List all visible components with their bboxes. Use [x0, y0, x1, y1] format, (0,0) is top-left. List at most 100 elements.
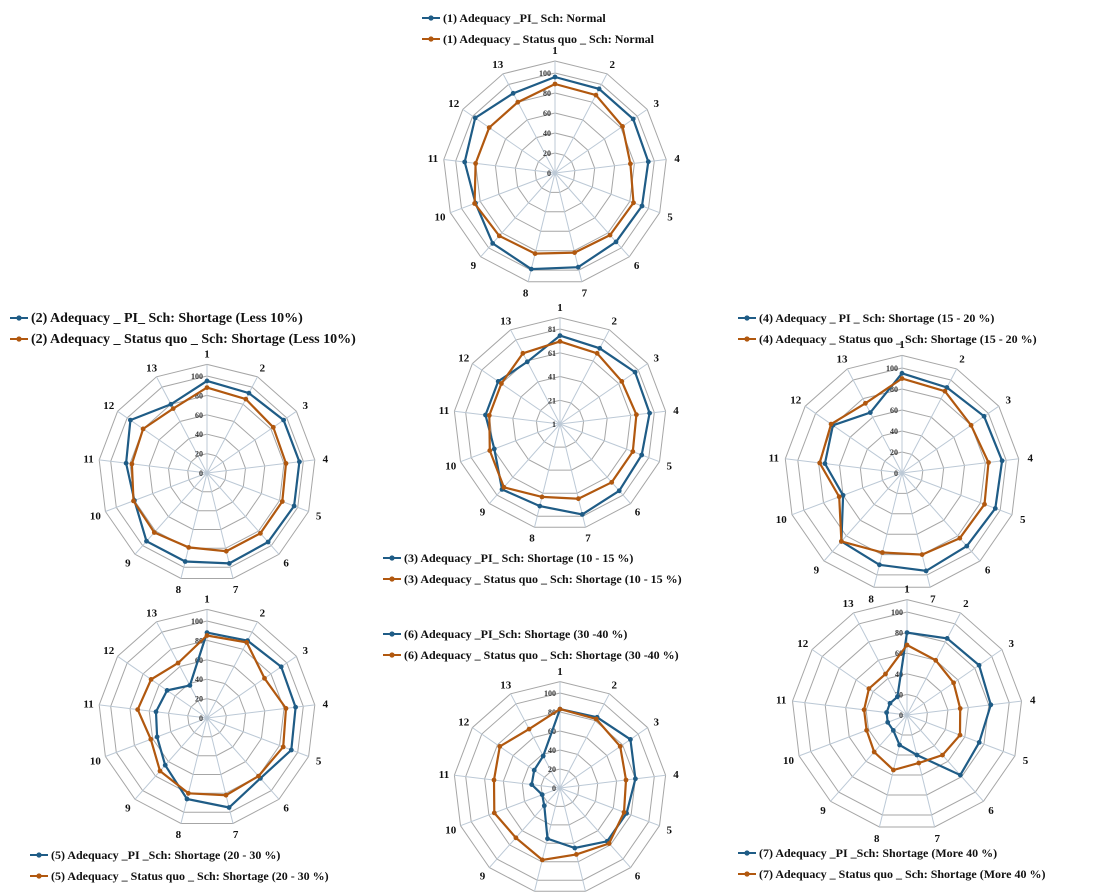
category-label: 9 [125, 802, 131, 814]
category-label: 10 [90, 755, 102, 767]
category-label: 3 [653, 717, 659, 729]
data-point-pi [964, 543, 970, 549]
grid-ring [804, 611, 1010, 816]
data-point-pi [557, 333, 563, 338]
category-label: 12 [103, 645, 115, 657]
grid-spoke [206, 621, 258, 719]
category-label: 11 [439, 405, 449, 417]
series-line-pi [463, 75, 650, 271]
series-line-pi [154, 631, 297, 809]
data-point-status-quo [623, 777, 629, 783]
data-point-pi [164, 688, 170, 693]
grid-ring [865, 673, 949, 756]
data-point-status-quo [256, 773, 261, 779]
category-label: 8 [523, 287, 529, 299]
data-point-pi [491, 446, 497, 452]
radial-tick-label: 100 [191, 372, 203, 381]
category-label: 1 [904, 583, 910, 595]
category-label: 8 [874, 833, 880, 845]
radial-tick-label: 0 [199, 714, 203, 723]
category-label: 6 [635, 507, 641, 519]
category-label: 8 [529, 533, 535, 545]
data-point-status-quo [279, 499, 285, 504]
data-point-status-quo [607, 232, 613, 238]
legend-entry: (7) Adequacy _ Status quo _ Sch: Shortag… [738, 867, 1045, 881]
data-point-pi [539, 792, 545, 798]
data-point-pi [840, 492, 846, 498]
data-point-pi [288, 747, 294, 753]
data-point-status-quo [472, 201, 477, 206]
data-point-status-quo [244, 640, 250, 645]
data-point-status-quo [486, 413, 492, 418]
grid-spoke [450, 172, 556, 214]
radial-tick-label: 100 [891, 608, 903, 617]
grid-spoke [901, 458, 1019, 474]
grid-ring [167, 433, 247, 512]
series-line-status-quo [862, 643, 962, 772]
data-point-status-quo [883, 671, 888, 677]
grid-spoke [823, 472, 903, 562]
category-label: 4 [323, 454, 329, 466]
data-point-pi [923, 568, 929, 574]
data-point-status-quo [280, 744, 286, 750]
category-label: 13 [843, 598, 855, 610]
legend-label: (6) Adequacy _PI_Sch: Shortage (30 -40 %… [404, 627, 627, 641]
radial-tick-label: 80 [195, 391, 203, 400]
data-point-pi [639, 452, 645, 458]
data-point-pi [278, 664, 284, 670]
radial-tick-label: 41 [548, 373, 556, 382]
grid-ring [148, 659, 266, 775]
data-point-status-quo [871, 749, 877, 755]
radial-tick-label: 61 [548, 349, 556, 358]
data-point-status-quo [129, 461, 135, 467]
data-point-status-quo [904, 642, 910, 648]
radial-tick-label: 40 [195, 675, 203, 684]
category-label: 9 [480, 507, 486, 519]
category-label: 3 [653, 353, 659, 365]
data-point-pi [575, 264, 581, 270]
legend-swatch-marker [16, 315, 22, 321]
radial-tick-label: 100 [544, 689, 556, 698]
data-point-status-quo [899, 376, 905, 381]
data-point-status-quo [513, 835, 519, 841]
series-line-status-quo [473, 82, 635, 255]
category-label: 5 [667, 824, 673, 836]
category-label: 12 [458, 717, 470, 729]
category-label: 2 [959, 354, 965, 366]
data-point-status-quo [262, 675, 267, 681]
category-label: 9 [125, 557, 131, 569]
data-point-pi [899, 370, 905, 376]
radial-tick-label: 20 [195, 695, 203, 704]
category-label: 6 [283, 557, 289, 569]
category-label: 12 [790, 395, 802, 407]
data-point-status-quo [204, 633, 210, 638]
category-label: 12 [797, 638, 809, 650]
data-point-status-quo [157, 768, 163, 774]
category-label: 11 [83, 454, 93, 466]
grid-ring [535, 399, 585, 448]
grid-spoke [156, 621, 208, 719]
radial-tick-label: 20 [195, 450, 203, 459]
category-label: 7 [233, 829, 239, 841]
data-point-pi [992, 506, 998, 511]
grid-ring [465, 328, 655, 517]
category-label: 3 [302, 645, 308, 657]
radial-tick-label: 81 [548, 325, 556, 334]
grid-spoke [454, 774, 561, 789]
data-point-pi [540, 753, 546, 759]
radial-tick-label: 21 [548, 396, 556, 405]
grid-ring [534, 152, 576, 193]
grid-ring [187, 698, 227, 738]
category-label: 12 [103, 400, 115, 412]
category-label: 7 [935, 833, 941, 845]
data-point-pi [877, 562, 882, 568]
legend-label: (4) Adequacy _ Status quo _ Sch: Shortag… [759, 332, 1037, 346]
grid-spoke [901, 472, 931, 588]
grid-spoke [554, 172, 583, 282]
data-point-pi [246, 390, 252, 396]
data-point-status-quo [223, 792, 229, 798]
radial-tick-label: 100 [886, 364, 898, 373]
data-point-pi [524, 359, 530, 365]
